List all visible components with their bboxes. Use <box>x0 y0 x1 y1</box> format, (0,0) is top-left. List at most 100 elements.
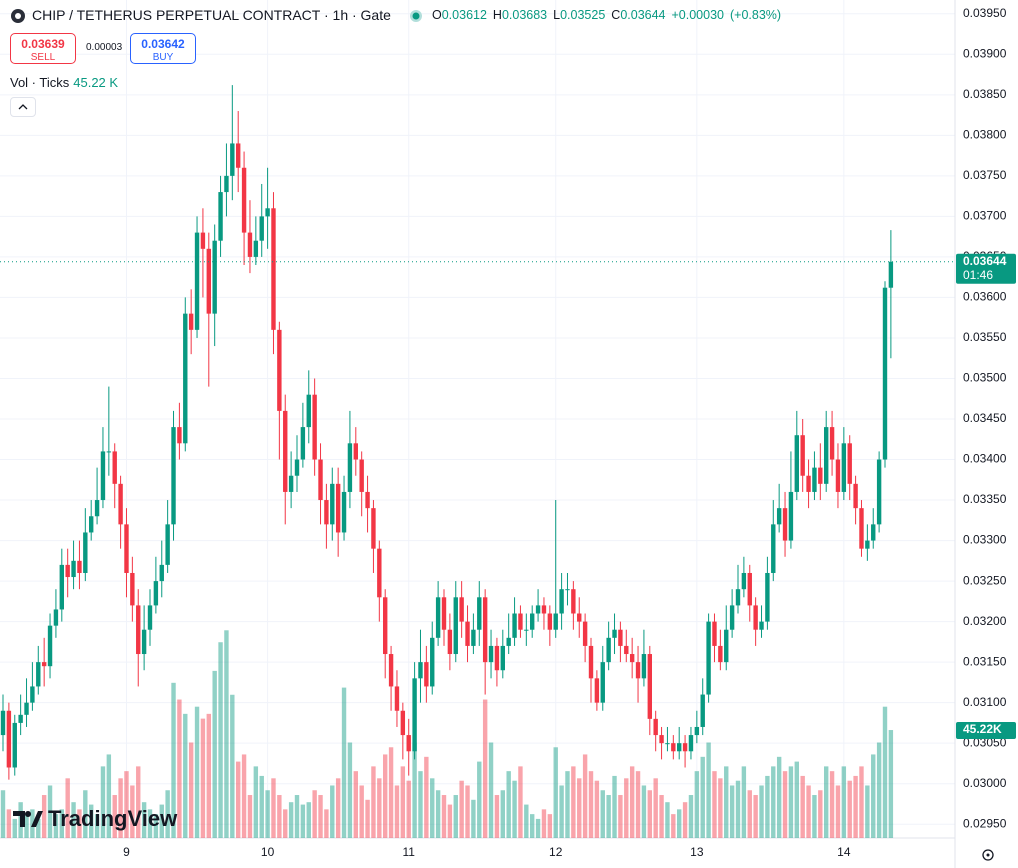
volume-bar <box>394 785 400 838</box>
y-tick-label: 0.03500 <box>963 371 1007 385</box>
candle-body <box>800 435 805 476</box>
candle-body <box>712 621 717 646</box>
sell-button[interactable]: 0.03639 SELL <box>10 33 76 64</box>
volume-bar <box>524 804 529 838</box>
volume-bar <box>535 818 541 838</box>
x-tick-label: 14 <box>837 845 851 859</box>
x-tick-label: 11 <box>402 845 415 859</box>
volume-bar <box>6 809 12 838</box>
candle-body <box>771 524 776 573</box>
candle-body <box>629 654 635 663</box>
y-tick-label: 0.03150 <box>963 654 1007 668</box>
volume-bar <box>724 766 729 838</box>
volume-bar <box>806 785 811 838</box>
volume-bar <box>477 761 482 838</box>
candle-body <box>253 240 259 257</box>
volume-bar <box>283 809 288 838</box>
x-tick-label: 10 <box>261 845 275 859</box>
candle-body <box>200 232 206 249</box>
candle-body <box>30 686 35 703</box>
volume-bar <box>494 795 500 838</box>
collapse-button[interactable] <box>10 97 36 117</box>
candle-body <box>271 208 276 330</box>
y-tick-label: 0.03950 <box>963 6 1007 20</box>
candle-body <box>647 654 652 719</box>
volume-bar <box>588 771 594 838</box>
volume-bar <box>776 756 782 838</box>
y-tick-label: 0.03600 <box>963 290 1007 304</box>
volume-bar <box>118 778 123 838</box>
candle-body <box>377 548 382 598</box>
brand-name: TradingView <box>48 806 178 831</box>
volume-bar <box>759 785 764 838</box>
volume-bar <box>136 766 141 838</box>
candle-body <box>347 443 353 492</box>
volume-bar <box>512 780 517 838</box>
volume-bar <box>288 802 294 838</box>
volume-bar <box>435 790 441 838</box>
volume-bar <box>265 790 270 838</box>
volume-bar <box>224 630 229 838</box>
volume-bar <box>641 785 647 838</box>
volume-bar <box>541 809 547 838</box>
y-tick-label: 0.03550 <box>963 330 1007 344</box>
candle-body <box>559 589 564 614</box>
volume-bar <box>594 780 600 838</box>
volume-value: 45.22 K <box>73 75 119 90</box>
candle-body <box>236 143 241 168</box>
volume-bar <box>812 795 817 838</box>
volume-bar <box>706 742 711 838</box>
y-tick-label: 0.03100 <box>963 695 1007 709</box>
volume-bar <box>71 802 76 838</box>
candle-body <box>241 167 247 233</box>
y-tick-label: 0.03750 <box>963 168 1007 182</box>
candle-body <box>71 560 76 578</box>
symbol-header[interactable]: CHIP / TETHERUS PERPETUAL CONTRACT · 1h … <box>32 7 391 23</box>
candle-body <box>365 491 370 509</box>
volume-bar <box>500 790 505 838</box>
volume-bar <box>259 775 264 838</box>
volume-bar <box>347 742 353 838</box>
candle-body <box>41 662 47 667</box>
candle-body <box>383 597 388 655</box>
volume-bar <box>694 771 700 838</box>
candle-body <box>400 710 406 736</box>
volume-bar <box>47 785 53 838</box>
candle-body <box>453 597 458 655</box>
candle-body <box>165 524 170 565</box>
volume-axis-box <box>956 722 1016 740</box>
volume-bar <box>612 775 617 838</box>
candle-body <box>488 645 494 663</box>
volume-bar <box>665 802 670 838</box>
candle-body <box>406 735 411 752</box>
volume-bar <box>459 780 464 838</box>
countdown-label: 01:46 <box>963 268 993 282</box>
settings-icon[interactable] <box>978 845 998 865</box>
y-tick-label: 0.03350 <box>963 492 1007 506</box>
candle-body <box>729 605 735 630</box>
volume-bar <box>741 766 747 838</box>
candle-body <box>106 451 112 453</box>
candle-body <box>53 609 59 626</box>
chart-title: CHIP / TETHERUS PERPETUAL CONTRACT · 1h … <box>32 7 391 23</box>
candle-body <box>59 564 64 610</box>
volume-bar <box>177 699 182 838</box>
volume-bar <box>324 809 329 838</box>
volume-bar <box>100 766 106 838</box>
candle-body <box>100 451 106 501</box>
last-price-box <box>956 253 1016 284</box>
candle-body <box>665 743 670 745</box>
volume-bar <box>547 814 553 838</box>
volume-bar <box>771 766 776 838</box>
candle-body <box>206 248 211 314</box>
y-tick-label: 0.03700 <box>963 209 1007 223</box>
candle-body <box>882 287 888 460</box>
candle-body <box>318 459 323 501</box>
volume-bar <box>306 802 311 838</box>
candle-body <box>159 564 164 582</box>
sell-label: SELL <box>30 52 56 63</box>
volume-bar <box>882 706 888 838</box>
volume-bar <box>559 785 564 838</box>
volume-bar <box>36 818 41 838</box>
buy-button[interactable]: 0.03642 BUY <box>130 33 196 64</box>
